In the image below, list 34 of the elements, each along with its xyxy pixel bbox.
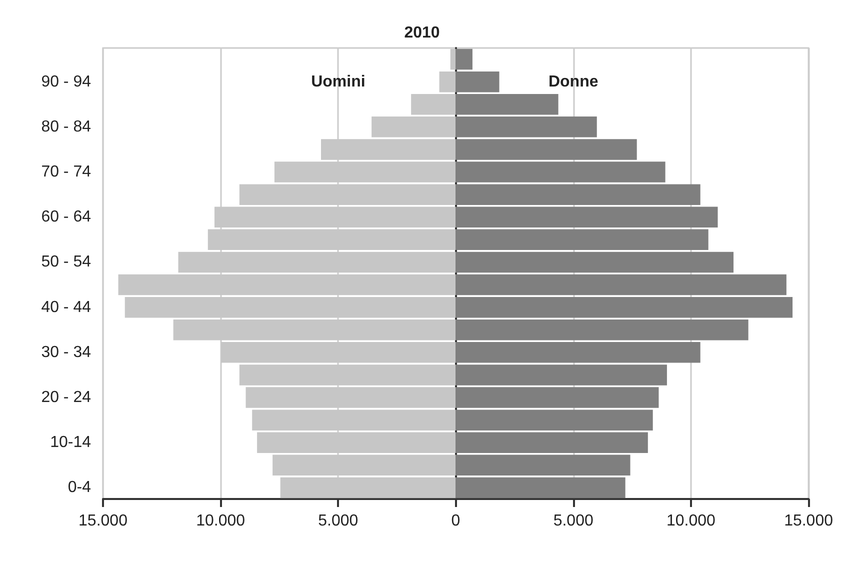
y-tick-label: 50 - 54: [41, 254, 92, 271]
y-tick-label: 70 - 74: [41, 164, 92, 181]
x-tick-label: 15.000: [784, 512, 834, 530]
bar: [456, 252, 734, 273]
bar: [411, 94, 456, 115]
y-tick-label: 20 - 24: [41, 389, 92, 406]
x-tick-label: 15.000: [78, 512, 128, 530]
bar: [456, 48, 472, 70]
x-tick-label: 10.000: [196, 512, 246, 530]
chart-title: 2010: [404, 24, 440, 42]
bar: [456, 477, 626, 498]
y-tick-label: 40 - 44: [41, 298, 92, 316]
bar: [456, 296, 793, 318]
bar: [439, 71, 456, 92]
y-tick-label: 60 - 64: [41, 208, 92, 226]
bar: [456, 94, 558, 115]
y-tick-label: 90 - 94: [41, 73, 92, 90]
series-label: Uomini: [311, 73, 366, 90]
bar: [456, 229, 708, 250]
bar: [456, 432, 648, 453]
x-tick-label: 0: [451, 512, 460, 530]
x-tick-label: 5.000: [553, 512, 594, 530]
bar: [456, 274, 786, 296]
bar: [456, 206, 718, 228]
bar: [456, 71, 500, 92]
y-tick-label: 0-4: [68, 479, 92, 496]
x-tick-label: 10.000: [666, 512, 716, 530]
x-tick-label: 5.000: [318, 512, 358, 530]
bar: [456, 320, 748, 340]
y-tick-label: 30 - 34: [41, 344, 92, 361]
series-label: Donne: [548, 73, 598, 90]
y-tick-label: 80 - 84: [41, 118, 92, 136]
y-tick-label: 10-14: [50, 434, 92, 452]
bar: [456, 454, 630, 476]
